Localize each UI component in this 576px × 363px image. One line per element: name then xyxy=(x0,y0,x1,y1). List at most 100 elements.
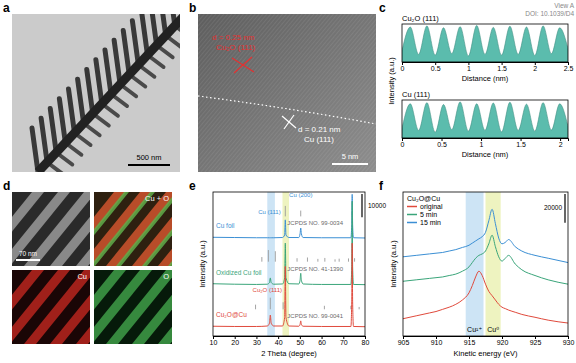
x-tick-label: 1 xyxy=(467,65,471,72)
reference-stick xyxy=(270,298,271,310)
image-annotation: d = 0.21 nm xyxy=(298,125,341,134)
x-tick-label: 1.5 xyxy=(516,141,526,148)
panel-label: a xyxy=(3,1,10,15)
x-tick: 60 xyxy=(318,336,326,346)
chart-title: Cu (111) xyxy=(402,90,431,99)
x-tick-label: 60 xyxy=(318,339,326,346)
reference-stick xyxy=(255,305,256,310)
x-tick-label: 920 xyxy=(497,339,509,346)
image-lattice xyxy=(198,14,376,172)
x-tick-label: 925 xyxy=(530,339,542,346)
reference-stick xyxy=(283,302,284,309)
watermark: DOI: 10.1039/D4 xyxy=(525,10,574,17)
x-axis: 00.511.522.5 xyxy=(401,62,574,72)
x-axis-line xyxy=(403,63,569,66)
x-tick: 2 xyxy=(559,138,563,148)
x-tick: 20 xyxy=(231,336,239,346)
x-tick-label: 50 xyxy=(296,339,304,346)
image-branch xyxy=(87,70,93,114)
x-tick-label: 20 xyxy=(231,339,239,346)
x-tick-label: 70 xyxy=(340,339,348,346)
x-tick: 0.5 xyxy=(431,62,441,72)
image-branch xyxy=(123,31,129,75)
image-feature xyxy=(158,192,172,266)
reference-stick xyxy=(335,259,336,261)
series-label: Cu foil xyxy=(216,222,235,229)
series-line xyxy=(403,235,568,284)
x-tick: 2.5 xyxy=(564,62,574,72)
band-label: Cu¹⁺ xyxy=(467,326,482,333)
x-tick: 930 xyxy=(563,336,575,346)
x-tick-label: 0.5 xyxy=(437,141,447,148)
x-tick-label: 40 xyxy=(275,339,283,346)
x-axis-line xyxy=(404,337,569,340)
image-branch xyxy=(142,14,148,55)
plot-area xyxy=(403,192,568,336)
x-tick: 70 xyxy=(340,336,348,346)
legend-swatch xyxy=(407,206,417,208)
x-axis-title: Distance (nm) xyxy=(462,74,509,83)
legend-swatch xyxy=(407,222,417,224)
reference-stick xyxy=(297,258,298,261)
image-feature xyxy=(168,192,172,266)
legend-swatch xyxy=(407,214,417,216)
panel-label: e xyxy=(189,179,196,193)
reference-stick xyxy=(317,259,318,262)
x-tick-label: 30 xyxy=(253,339,261,346)
x-tick: 1.5 xyxy=(516,138,526,148)
annotation: Cu (200) xyxy=(289,192,312,198)
x-tick: 80 xyxy=(362,336,370,346)
reference-stick xyxy=(261,257,262,262)
reference-stick xyxy=(354,258,355,261)
plot-area xyxy=(402,26,568,62)
panel-label: f xyxy=(379,179,384,193)
image-stem xyxy=(38,16,180,172)
plot-frame xyxy=(403,192,568,336)
band-label: Cu⁰ xyxy=(487,326,499,333)
x-axis-title: Kinetic energy (eV) xyxy=(454,349,518,358)
series-line xyxy=(213,243,365,327)
figure: abcdefView ADOI: 10.1039/D4500 nmd = 0.2… xyxy=(0,0,576,363)
x-tick: 1.5 xyxy=(497,62,507,72)
image-tile xyxy=(12,270,90,344)
image-branch xyxy=(96,60,102,104)
x-tick: 925 xyxy=(530,336,542,346)
x-tick: 0.5 xyxy=(437,138,447,148)
reference-stick xyxy=(268,250,269,262)
series-line xyxy=(403,209,568,262)
reference-stick xyxy=(324,306,325,309)
tile-label: O xyxy=(163,272,169,281)
plot-frame xyxy=(402,100,568,138)
x-tick-label: 10 xyxy=(210,339,218,346)
x-tick: 10 xyxy=(210,336,218,346)
x-tick: 1 xyxy=(467,62,471,72)
watermark: View A xyxy=(554,2,574,9)
scale-bar xyxy=(564,194,565,223)
x-axis: 10 20 30 40 50 60 70 80 xyxy=(210,336,370,346)
reference-stick xyxy=(285,206,286,216)
legend-label: 15 min xyxy=(420,219,441,226)
x-tick-label: 915 xyxy=(464,339,476,346)
x-tick-label: 2 xyxy=(559,141,563,148)
panel-label: d xyxy=(3,179,10,193)
plot-frame xyxy=(402,24,568,62)
plot-area xyxy=(402,102,568,138)
x-tick: 50 xyxy=(296,336,304,346)
x-tick: 30 xyxy=(253,336,261,346)
image-annotation: Cu (111) xyxy=(304,135,334,144)
panel-label: c xyxy=(379,1,386,15)
scale-bar-label: 70 nm xyxy=(19,250,37,257)
tile-label: Cu xyxy=(77,272,87,281)
scale-bar-label: 10000 xyxy=(368,202,386,209)
reference-label: JCPDS NO. 41-1390 xyxy=(287,266,343,272)
x-axis-line xyxy=(403,139,569,142)
image-feature xyxy=(50,192,90,266)
image-branch xyxy=(41,118,47,162)
legend-title: Cu₂O@Cu xyxy=(407,195,440,202)
series-label: Cu₂O@Cu xyxy=(216,311,247,318)
lattice-marker xyxy=(284,115,294,129)
panel-label: b xyxy=(189,1,196,15)
x-tick: 0 xyxy=(401,62,405,72)
x-axis: 905910915920925930 xyxy=(398,336,575,346)
reference-stick xyxy=(307,257,308,261)
